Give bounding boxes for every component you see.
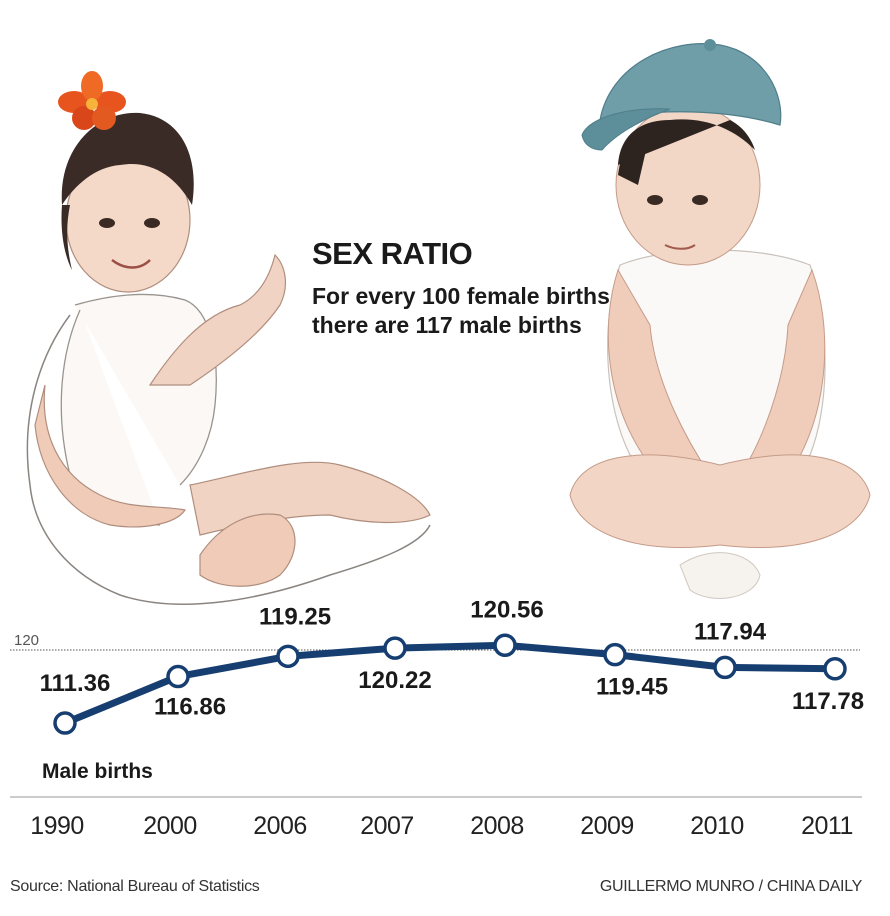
x-tick-2006: 2006 (253, 812, 307, 840)
data-label-2011: 117.78 (792, 688, 864, 715)
data-point-2010 (713, 655, 737, 680)
x-tick-2011: 2011 (801, 812, 853, 840)
data-point-2009 (603, 642, 627, 667)
x-tick-1990: 1990 (30, 812, 84, 840)
data-label-2008: 120.56 (470, 596, 543, 623)
data-point-2007 (383, 636, 407, 660)
data-label-2006: 119.25 (259, 603, 331, 630)
data-label-2000: 116.86 (154, 694, 226, 721)
x-tick-2007: 2007 (360, 812, 414, 840)
x-tick-2009: 2009 (580, 812, 634, 840)
series-name-label: Male births (42, 760, 153, 783)
baby-boy-illustration (569, 39, 871, 599)
data-label-1990: 111.36 (40, 670, 111, 697)
credit-note: GUILLERMO MUNRO / CHINA DAILY (599, 878, 862, 895)
data-point-2006 (276, 644, 300, 669)
data-point-2000 (166, 664, 190, 689)
baby-girl-illustration (26, 71, 431, 606)
chart-subtitle: For every 100 female births there are 11… (312, 283, 610, 338)
reference-line-label: 120 (14, 632, 39, 649)
source-note: Source: National Bureau of Statistics (10, 878, 260, 895)
data-label-2007: 120.22 (358, 667, 431, 694)
x-tick-2008: 2008 (470, 812, 524, 840)
data-point-1990 (53, 711, 77, 735)
data-label-2009: 119.45 (596, 674, 668, 701)
series-line-male-births (61, 641, 839, 727)
chart-title: SEX RATIO (312, 236, 473, 271)
x-tick-2000: 2000 (143, 812, 197, 840)
data-point-2008 (493, 633, 517, 658)
data-point-2011 (823, 657, 847, 681)
data-label-2010: 117.94 (694, 618, 767, 645)
x-tick-2010: 2010 (690, 812, 744, 840)
title-block: SEX RATIO For every 100 female births th… (312, 236, 612, 340)
